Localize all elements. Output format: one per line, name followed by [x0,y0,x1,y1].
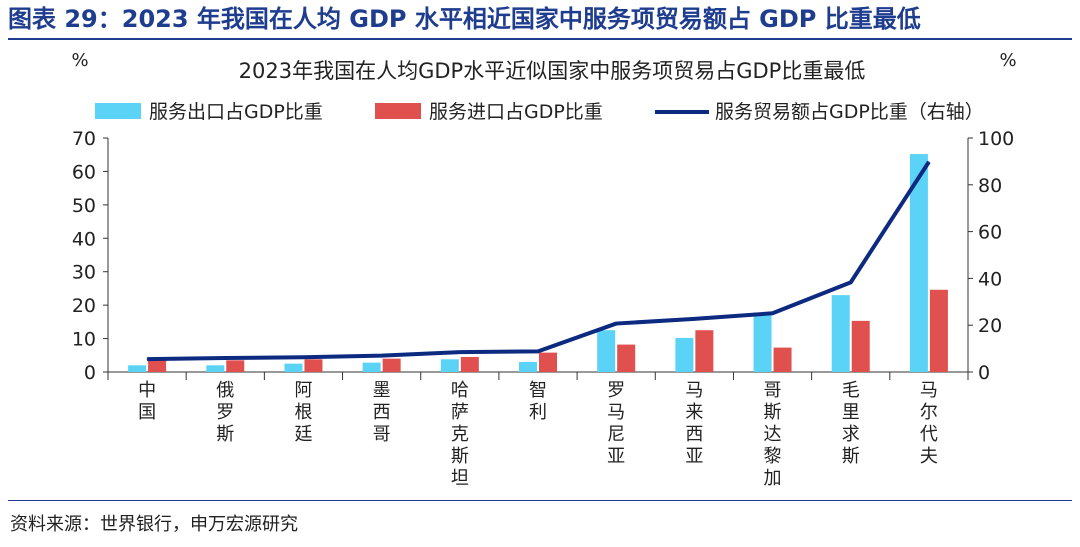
line-point [459,351,461,353]
left-tick-label: 0 [84,362,96,384]
legend-label: 服务出口占GDP比重 [149,101,323,123]
left-axis-unit: % [71,50,88,71]
left-tick-label: 50 [72,195,96,217]
bar-import [617,344,636,372]
right-tick-label: 80 [978,175,1002,197]
bar-export [597,330,616,372]
left-tick-label: 30 [72,262,96,284]
bar-import [226,360,245,372]
line-point [850,281,852,283]
legend-swatch-import [375,103,421,119]
plot-area: 0 10 20 30 40 50 60 70 0 20 40 60 80 100 中国 俄罗斯 阿根廷 墨西哥 哈萨… [72,128,1014,489]
right-tick-label: 40 [978,268,1002,290]
bar-import [695,330,714,372]
line-point [224,357,226,359]
source-note: 资料来源：世界银行，申万宏源研究 [10,514,298,535]
x-tick-label: 哈萨克斯坦 [451,380,469,489]
bar-export [284,363,303,372]
bar-import [304,359,323,372]
chart-title: 2023年我国在人均GDP水平近似国家中服务项贸易占GDP比重最低 [239,59,866,83]
bar-import [539,352,557,372]
left-tick-label: 60 [72,161,96,183]
bar-export [675,337,694,372]
bar-export [519,361,537,372]
right-tick-label: 20 [978,315,1002,337]
legend-label: 服务贸易额占GDP比重（右轴） [715,101,984,123]
right-tick-label: 60 [978,222,1002,244]
figure-title: 图表 29：2023 年我国在人均 GDP 水平相近国家中服务项贸易额占 GDP… [8,5,921,33]
bar-export [206,365,225,372]
x-tick-label: 阿根廷 [294,380,312,445]
bar-export [909,154,928,372]
bar-import [460,356,479,372]
line-point [615,323,617,325]
bar-import [773,347,792,372]
bar-export [362,362,381,372]
series-line-trade [147,160,931,362]
x-tick-label: 毛里求斯 [842,380,860,467]
left-tick-label: 20 [72,295,96,317]
bar-import [382,358,401,372]
left-tick-label: 40 [72,228,96,250]
x-tick-label: 俄罗斯 [216,380,234,445]
line-point [381,355,383,357]
x-tick-label: 马尔代夫 [920,380,938,467]
bar-import [929,289,948,372]
left-tick-label: 10 [72,329,96,351]
x-tick-label: 墨西哥 [373,380,391,445]
x-tick-label: 哥斯达黎加 [764,380,782,489]
line-point [146,358,148,360]
right-tick-label: 0 [978,362,990,384]
line-point [302,356,304,358]
x-tick-label: 智利 [529,380,547,423]
right-axis-unit: % [999,50,1016,71]
line-point [537,350,539,352]
right-tick-label: 100 [978,128,1014,150]
legend: 服务出口占GDP比重 服务进口占GDP比重 服务贸易额占GDP比重（右轴） [95,101,984,123]
bar-import [148,360,167,372]
line-point [772,312,774,314]
left-tick-label: 70 [72,128,96,150]
bar-import [851,320,870,372]
bar-export [440,359,459,372]
line-point [928,161,930,163]
x-tick-label: 罗马尼亚 [607,380,625,467]
line-point [693,318,695,320]
legend-swatch-export [95,103,141,119]
chart: 2023年我国在人均GDP水平近似国家中服务项贸易占GDP比重最低 % % 服务… [71,50,1016,489]
bar-export [831,295,850,372]
x-tick-label: 中国 [138,380,156,423]
x-tick-label: 马来西亚 [685,380,703,467]
legend-label: 服务进口占GDP比重 [429,101,603,123]
bar-export [128,365,147,372]
title-divider [8,38,1072,40]
source-divider [8,500,1072,501]
bar-export [753,312,772,372]
